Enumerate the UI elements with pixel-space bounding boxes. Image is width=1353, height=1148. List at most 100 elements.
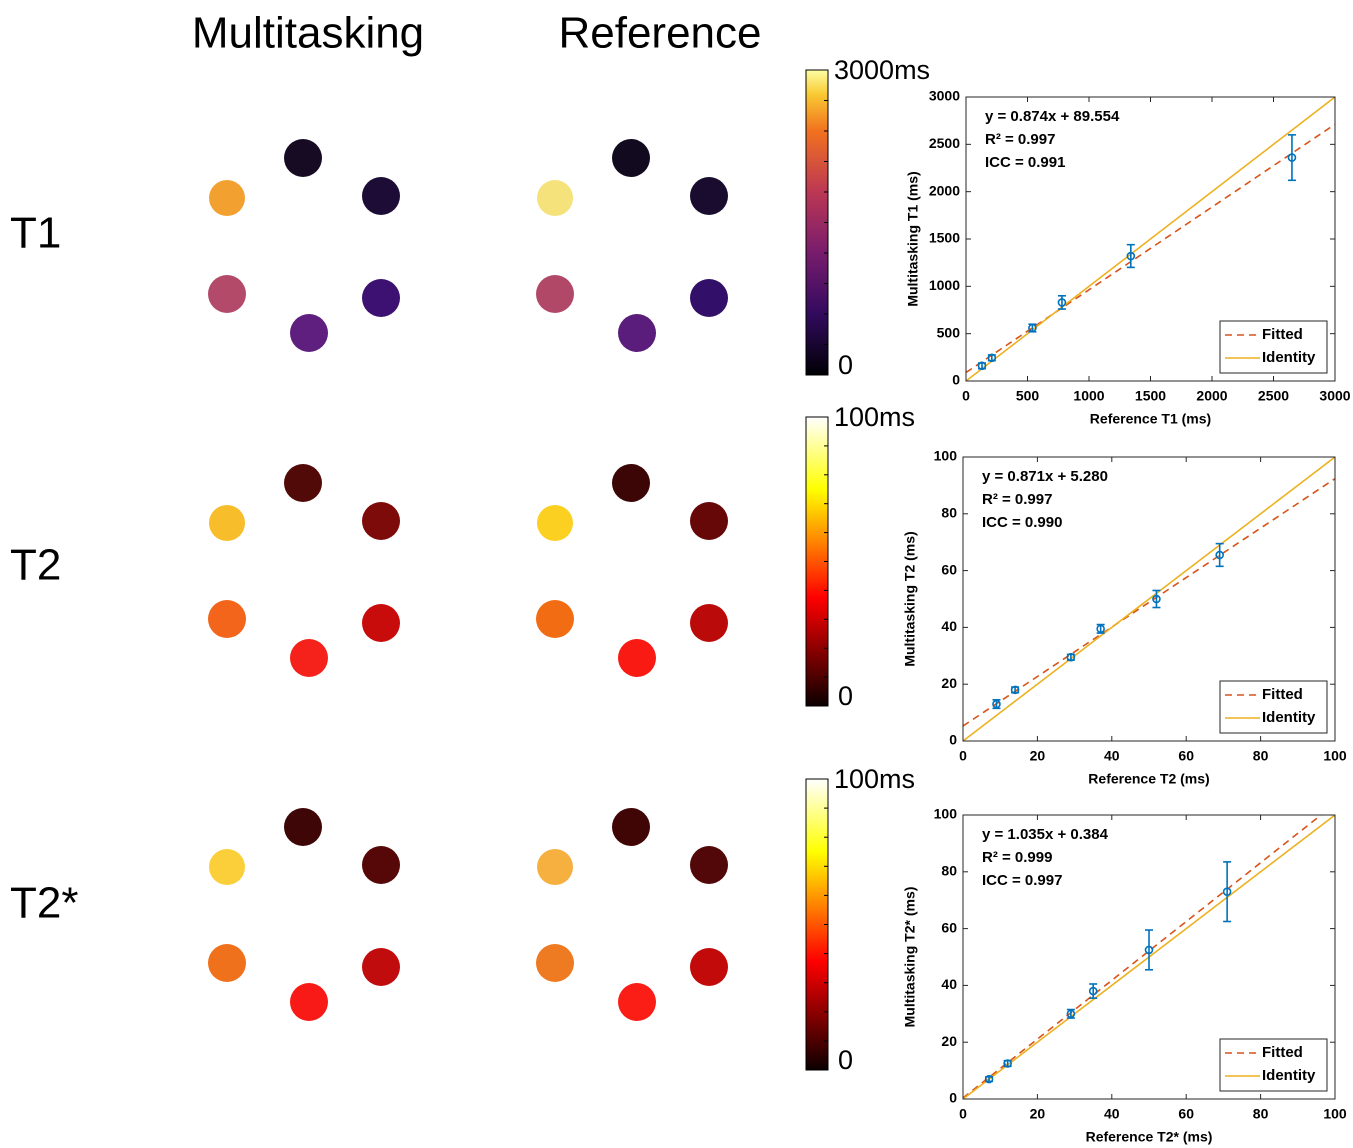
annotation: R² = 0.997 <box>985 131 1055 148</box>
y-tick-label: 100 <box>934 448 958 464</box>
y-tick-label: 0 <box>949 1090 957 1106</box>
y-tick-label: 80 <box>941 863 957 879</box>
phantom-vial <box>690 177 728 215</box>
phantom-vial <box>284 139 322 177</box>
phantom-vial <box>290 983 328 1021</box>
x-tick-label: 0 <box>959 1106 967 1122</box>
column-title: Reference <box>558 9 761 58</box>
column-title: Multitasking <box>192 9 424 58</box>
phantom-vial <box>208 600 246 638</box>
x-tick-label: 1000 <box>1073 388 1104 404</box>
phantom-vial <box>284 464 322 502</box>
phantom-vial <box>362 604 400 642</box>
y-tick-label: 1500 <box>929 230 960 246</box>
legend-label: Fitted <box>1262 326 1303 343</box>
phantom-vial <box>209 849 245 885</box>
x-tick-label: 60 <box>1178 748 1194 764</box>
legend-label: Identity <box>1262 1067 1316 1084</box>
phantom-vial <box>612 808 650 846</box>
x-axis-label: Reference T1 (ms) <box>1090 411 1211 427</box>
phantom-vial <box>536 944 574 982</box>
phantom-vial <box>618 639 656 677</box>
x-tick-label: 2500 <box>1258 388 1289 404</box>
x-tick-label: 2000 <box>1196 388 1227 404</box>
row-title: T2 <box>10 541 61 590</box>
annotation: y = 0.874x + 89.554 <box>985 108 1120 125</box>
annotation: R² = 0.997 <box>982 491 1052 508</box>
legend-label: Fitted <box>1262 1044 1303 1061</box>
phantom-vial <box>618 983 656 1021</box>
x-tick-label: 3000 <box>1319 388 1350 404</box>
phantom-vial <box>618 314 656 352</box>
phantom-vial <box>290 639 328 677</box>
phantom-vial <box>362 948 400 986</box>
annotation: ICC = 0.991 <box>985 154 1065 171</box>
y-tick-label: 40 <box>941 976 957 992</box>
x-tick-label: 60 <box>1178 1106 1194 1122</box>
y-tick-label: 3000 <box>929 88 960 104</box>
phantom-vial <box>536 600 574 638</box>
phantom-vial <box>209 505 245 541</box>
annotation: ICC = 0.990 <box>982 514 1062 531</box>
x-tick-label: 100 <box>1323 748 1347 764</box>
y-tick-label: 0 <box>952 372 960 388</box>
y-tick-label: 80 <box>941 505 957 521</box>
phantom-vial <box>612 464 650 502</box>
y-tick-label: 40 <box>941 618 957 634</box>
y-tick-label: 20 <box>941 675 957 691</box>
phantom-vial <box>362 846 400 884</box>
phantom-vial <box>690 948 728 986</box>
annotation: ICC = 0.997 <box>982 872 1062 889</box>
y-tick-label: 100 <box>934 806 958 822</box>
phantom-vial <box>537 505 573 541</box>
colorbar-tick-label: 3000ms <box>834 55 930 85</box>
y-axis-label: Multitasking T2 (ms) <box>902 531 918 666</box>
phantom-vial <box>362 177 400 215</box>
figure: Multitasking Reference T1 T2 T2* 0 3000ms… <box>0 0 1353 1148</box>
y-tick-label: 2000 <box>929 182 960 198</box>
phantom-vial <box>290 314 328 352</box>
phantom-vial <box>537 849 573 885</box>
x-tick-label: 1500 <box>1135 388 1166 404</box>
x-tick-label: 500 <box>1016 388 1040 404</box>
row-title: T2* <box>10 879 78 928</box>
annotation: R² = 0.999 <box>982 849 1052 866</box>
y-axis-label: Multitasking T2* (ms) <box>902 887 918 1028</box>
colorbar-tick-label: 100ms <box>834 402 915 432</box>
x-tick-label: 100 <box>1323 1106 1347 1122</box>
phantom-vial <box>690 846 728 884</box>
legend-label: Identity <box>1262 709 1316 726</box>
x-tick-label: 20 <box>1030 748 1046 764</box>
phantom-vial <box>362 279 400 317</box>
phantom-vial <box>536 275 574 313</box>
phantom-vial <box>208 275 246 313</box>
row-title: T1 <box>10 209 61 258</box>
x-axis-label: Reference T2* (ms) <box>1086 1129 1213 1145</box>
y-tick-label: 500 <box>937 324 961 340</box>
colorbar-tick-label: 100ms <box>834 764 915 794</box>
phantom-vial <box>284 808 322 846</box>
phantom-vial <box>690 604 728 642</box>
x-tick-label: 0 <box>962 388 970 404</box>
y-tick-label: 60 <box>941 919 957 935</box>
colorbar-tick-label: 0 <box>838 681 853 711</box>
phantom-vial <box>537 180 573 216</box>
phantom-vial <box>208 944 246 982</box>
legend-label: Identity <box>1262 349 1316 366</box>
x-tick-label: 20 <box>1030 1106 1046 1122</box>
x-tick-label: 80 <box>1253 1106 1269 1122</box>
y-tick-label: 20 <box>941 1033 957 1049</box>
annotation: y = 0.871x + 5.280 <box>982 468 1108 485</box>
phantom-vial <box>690 502 728 540</box>
x-tick-label: 0 <box>959 748 967 764</box>
phantom-vial <box>690 279 728 317</box>
y-tick-label: 0 <box>949 732 957 748</box>
x-axis-label: Reference T2 (ms) <box>1088 771 1209 787</box>
colorbar-tick-label: 0 <box>838 1045 853 1075</box>
y-tick-label: 2500 <box>929 135 960 151</box>
colorbar-tick-label: 0 <box>838 350 853 380</box>
y-tick-label: 1000 <box>929 277 960 293</box>
legend-label: Fitted <box>1262 686 1303 703</box>
x-tick-label: 40 <box>1104 1106 1120 1122</box>
y-tick-label: 60 <box>941 561 957 577</box>
